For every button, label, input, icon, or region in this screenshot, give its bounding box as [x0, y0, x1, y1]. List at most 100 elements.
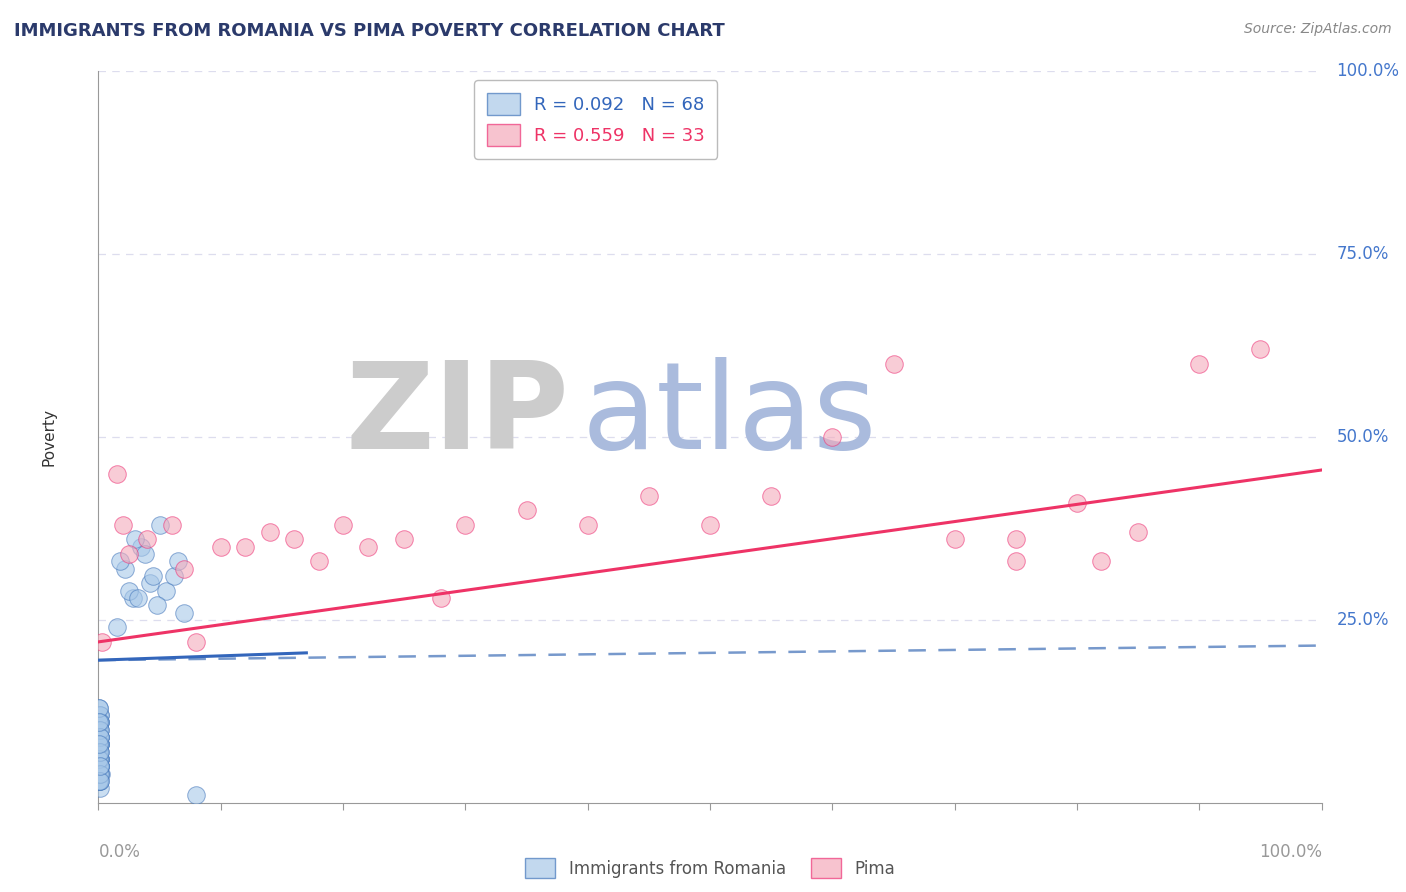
Point [89, 766, 111, 780]
Point [91, 635, 114, 649]
Point [89, 766, 111, 780]
Point [454, 517, 477, 532]
Point [89, 737, 111, 751]
Point [1066, 496, 1088, 510]
Point [167, 554, 190, 568]
Point [89, 708, 111, 723]
Point [89, 745, 111, 759]
Point [89, 752, 111, 766]
Point [1004, 533, 1026, 547]
Point [129, 540, 152, 554]
Text: Source: ZipAtlas.com: Source: ZipAtlas.com [1244, 22, 1392, 37]
Point [89, 745, 111, 759]
Point [89, 773, 111, 788]
Point [89, 737, 111, 751]
Point [173, 562, 195, 576]
Point [576, 517, 599, 532]
Point [160, 517, 183, 532]
Point [87, 759, 110, 773]
Point [139, 576, 162, 591]
Point [87, 745, 110, 759]
Point [89, 759, 111, 773]
Point [89, 730, 111, 744]
Point [89, 773, 111, 788]
Point [186, 789, 208, 803]
Point [87, 700, 110, 714]
Point [89, 730, 111, 744]
Point [89, 752, 111, 766]
Point [110, 554, 132, 568]
Point [89, 766, 111, 780]
Point [173, 606, 195, 620]
Point [134, 547, 156, 561]
Point [89, 737, 111, 751]
Text: Poverty: Poverty [42, 408, 58, 467]
Point [332, 517, 354, 532]
Point [89, 708, 111, 723]
Point [1004, 554, 1026, 568]
Text: atlas: atlas [582, 357, 877, 474]
Point [118, 583, 141, 598]
Point [761, 489, 783, 503]
Point [89, 723, 111, 737]
Point [89, 752, 111, 766]
Text: 25.0%: 25.0% [1336, 611, 1389, 629]
Point [142, 569, 165, 583]
Text: 50.0%: 50.0% [1336, 428, 1389, 446]
Point [89, 745, 111, 759]
Point [283, 533, 305, 547]
Point [89, 752, 111, 766]
Point [89, 730, 111, 744]
Point [259, 525, 281, 540]
Point [308, 554, 330, 568]
Point [89, 723, 111, 737]
Point [118, 547, 141, 561]
Point [87, 715, 110, 730]
Point [105, 620, 128, 634]
Point [515, 503, 537, 517]
Point [392, 533, 416, 547]
Point [637, 489, 661, 503]
Point [89, 730, 111, 744]
Point [89, 700, 111, 714]
Text: ZIP: ZIP [346, 357, 569, 474]
Point [89, 715, 111, 730]
Point [89, 781, 111, 796]
Point [89, 723, 111, 737]
Text: 100.0%: 100.0% [1336, 62, 1399, 80]
Point [883, 357, 905, 371]
Point [87, 766, 110, 780]
Point [111, 517, 134, 532]
Point [105, 467, 128, 481]
Point [699, 517, 721, 532]
Point [155, 583, 177, 598]
Point [186, 635, 208, 649]
Point [943, 533, 966, 547]
Point [89, 773, 111, 788]
Point [121, 591, 143, 605]
Point [1128, 525, 1150, 540]
Point [89, 730, 111, 744]
Point [1090, 554, 1112, 568]
Legend: Immigrants from Romania, Pima: Immigrants from Romania, Pima [519, 851, 901, 885]
Point [136, 533, 159, 547]
Point [356, 540, 378, 554]
Point [821, 430, 844, 444]
Point [89, 737, 111, 751]
Point [233, 540, 256, 554]
Point [1249, 343, 1271, 357]
Point [89, 715, 111, 730]
Point [89, 759, 111, 773]
Point [114, 562, 136, 576]
Point [89, 737, 111, 751]
Point [89, 737, 111, 751]
Point [89, 723, 111, 737]
Point [89, 715, 111, 730]
Point [89, 745, 111, 759]
Point [89, 773, 111, 788]
Point [1188, 357, 1211, 371]
Point [149, 517, 172, 532]
Point [89, 759, 111, 773]
Point [430, 591, 453, 605]
Text: 100.0%: 100.0% [1258, 843, 1322, 861]
